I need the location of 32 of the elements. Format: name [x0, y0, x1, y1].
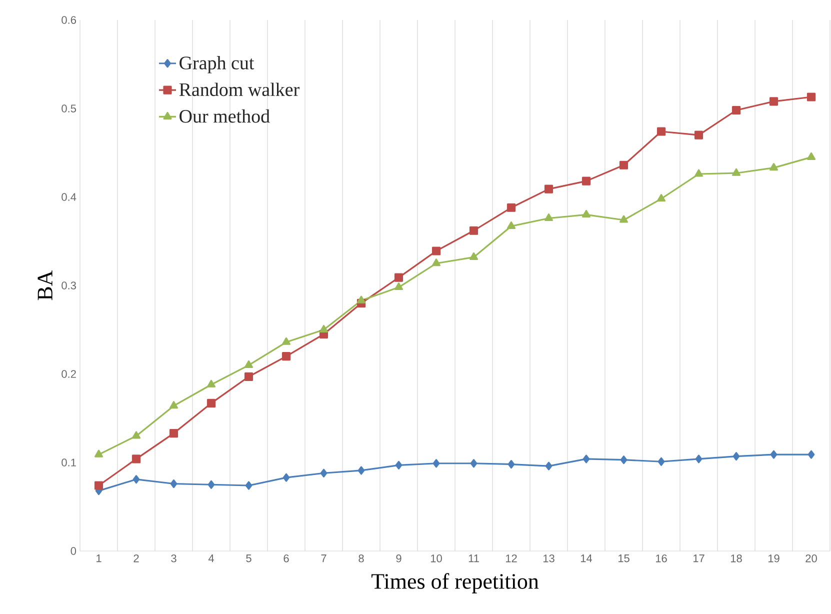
x-tick-label: 18 [730, 554, 742, 562]
x-tick-label: 9 [396, 554, 402, 562]
x-tick-label: 11 [468, 554, 479, 562]
y-tick-label: 0.6 [62, 16, 76, 24]
x-axis-title: Times of repetition [371, 573, 539, 594]
legend-label: Graph cut [180, 56, 254, 74]
y-tick-label: 0.2 [62, 370, 76, 378]
x-tick-label: 3 [171, 554, 176, 562]
x-tick-label: 19 [768, 554, 780, 562]
x-tick-label: 1 [96, 554, 102, 562]
x-tick-label: 7 [321, 554, 326, 562]
x-tick-label: 8 [358, 554, 364, 562]
x-tick-label: 20 [806, 554, 817, 562]
x-tick-label: 5 [246, 554, 252, 562]
x-tick-label: 10 [430, 554, 442, 562]
x-tick-label: 16 [656, 554, 667, 562]
x-tick-label: 4 [208, 554, 214, 562]
x-tick-label: 15 [618, 554, 630, 562]
y-tick-label: 0 [70, 547, 76, 555]
x-tick-label: 13 [543, 554, 554, 562]
x-tick-label: 12 [506, 554, 517, 562]
legend-label: Random walker [179, 82, 300, 96]
y-tick-label: 0.1 [62, 458, 76, 466]
y-tick-label: 0.3 [62, 282, 76, 290]
y-axis-title: BA [38, 270, 52, 300]
x-tick-label: 17 [693, 554, 704, 562]
x-tick-label: 6 [284, 554, 289, 562]
x-tick-label: 14 [580, 554, 592, 562]
x-tick-label: 2 [134, 554, 139, 562]
y-tick-label: 0.4 [62, 193, 76, 201]
y-tick-label: 0.5 [62, 104, 76, 112]
legend-label: Our method [180, 109, 270, 123]
